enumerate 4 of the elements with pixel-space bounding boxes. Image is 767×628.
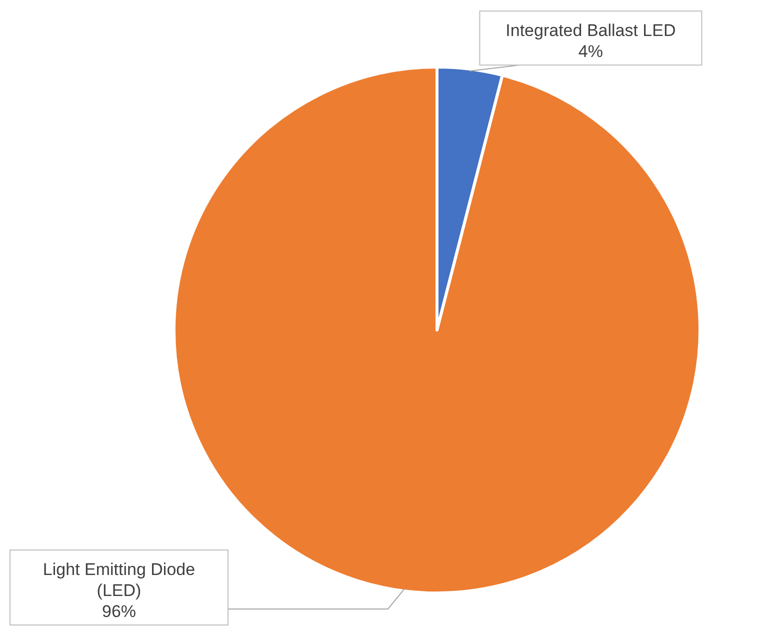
data-label: 96% bbox=[102, 602, 136, 621]
data-label: 4% bbox=[578, 42, 603, 62]
slice-label: Integrated Ballast LED bbox=[506, 21, 676, 40]
slice-label: Light Emitting Diode (LED) bbox=[42, 560, 196, 600]
